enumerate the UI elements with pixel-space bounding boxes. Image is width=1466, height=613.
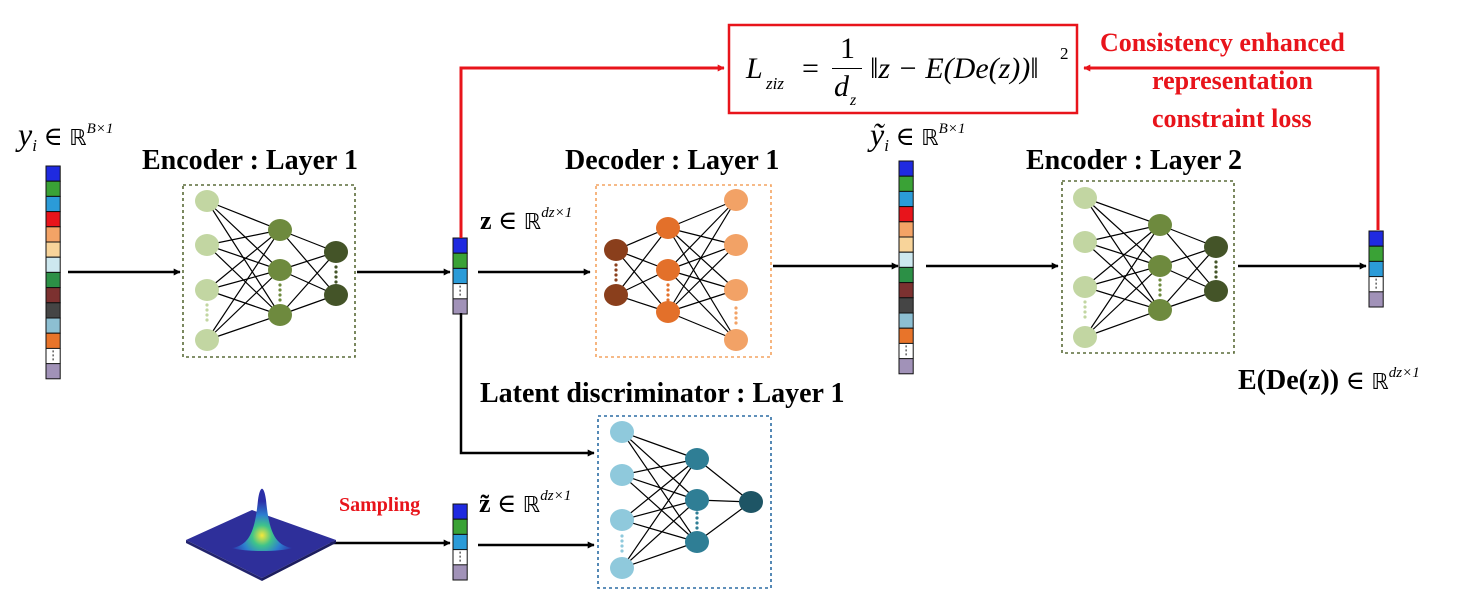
encoder-layer2-network xyxy=(1073,187,1228,348)
latent-z-label: z ∈ ℝdz×1 xyxy=(480,205,573,235)
encoder-layer2-box xyxy=(1061,180,1235,354)
latent-z-vector xyxy=(452,237,468,315)
loss-box xyxy=(727,23,1079,115)
output-vector xyxy=(1368,230,1384,308)
flow-arrows xyxy=(68,262,1367,549)
loss-formula: L ziz = 1 d z ‖z − E(De(z))‖ 2 xyxy=(746,32,1069,109)
sampling-label: Sampling xyxy=(339,494,421,516)
decoder-layer1-title: Decoder : Layer 1 xyxy=(565,145,780,176)
encoder-layer1-title: Encoder : Layer 1 xyxy=(142,145,358,176)
input-vector-label: yi ∈ ℝB×1 xyxy=(18,116,114,156)
reconstructed-vector-label: ỹi ∈ ℝB×1 xyxy=(870,116,966,156)
decoder-layer1-network xyxy=(604,189,748,351)
prior-z-vector xyxy=(452,503,468,581)
output-vector-label: E(De(z)) ∈ ℝdz×1 xyxy=(1238,365,1420,396)
input-vector xyxy=(45,165,61,380)
constraint-label-line3: constraint loss xyxy=(1152,104,1312,133)
discriminator-network xyxy=(610,421,763,579)
reconstructed-vector xyxy=(898,160,914,375)
encoder-layer2-title: Encoder : Layer 2 xyxy=(1026,145,1242,176)
encoder-layer1-network xyxy=(195,190,348,351)
discriminator-box xyxy=(597,415,772,589)
constraint-label-line1: Consistency enhanced xyxy=(1100,28,1345,57)
encoder-layer1-box xyxy=(182,184,356,358)
loss-arrows xyxy=(459,64,1380,238)
prior-z-label: z̃ ∈ ℝdz×1 xyxy=(479,488,572,518)
gaussian-prior-icon xyxy=(186,488,336,581)
discriminator-title: Latent discriminator : Layer 1 xyxy=(480,378,845,409)
constraint-label-line2: representation xyxy=(1152,66,1313,95)
decoder-layer1-box xyxy=(595,184,772,358)
